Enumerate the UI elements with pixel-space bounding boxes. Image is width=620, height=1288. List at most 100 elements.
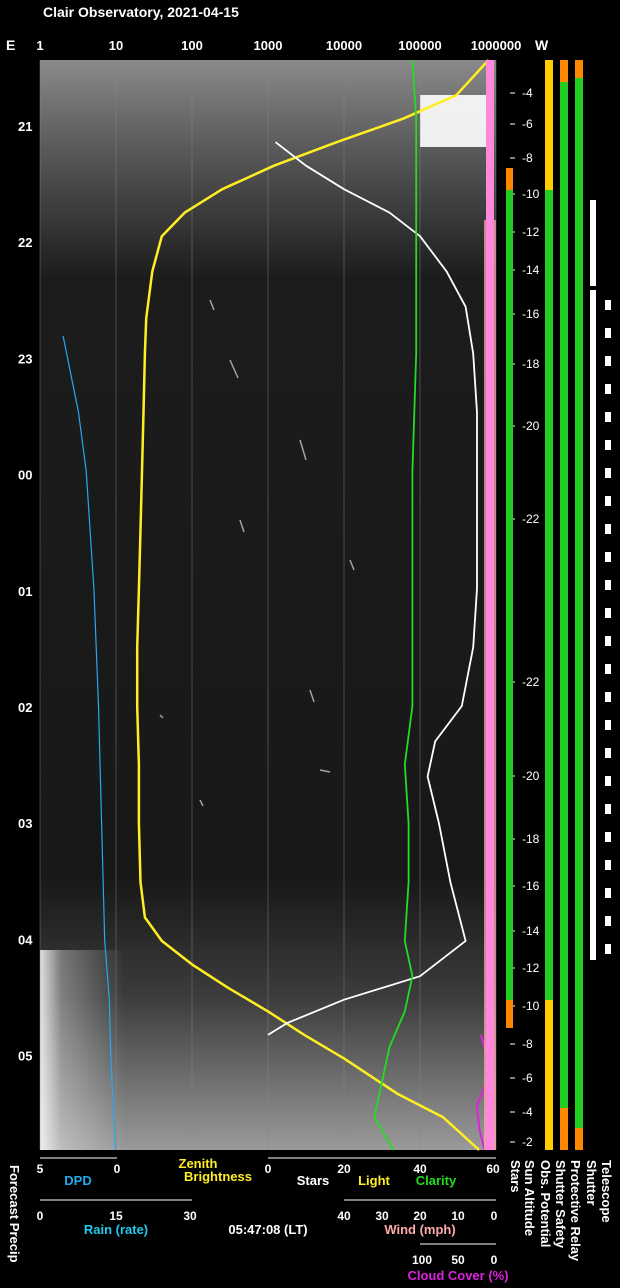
telescope-status-mark: [605, 664, 611, 674]
telescope-status-mark: [605, 916, 611, 926]
telescope-status-mark: [605, 552, 611, 562]
sky-streaks: [159, 299, 355, 807]
sun-tick-label: -8: [522, 1037, 533, 1051]
top-tick-label: 10000: [326, 38, 362, 53]
top-axis-west-label: W: [535, 37, 549, 53]
sun-tick-label: -18: [522, 832, 540, 846]
telescope-status-mark: [605, 804, 611, 814]
bottom-axis-row-3: 100 50 0 Cloud Cover (%): [407, 1243, 509, 1283]
telescope-status-mark: [605, 580, 611, 590]
sky-streak: [349, 559, 355, 571]
sun-tick-label: -12: [522, 225, 540, 239]
telescope-status-mark: [605, 412, 611, 422]
rain-tick-30: 30: [183, 1209, 197, 1223]
stars-status-bar: [506, 168, 513, 1028]
time-label: 05:47:08 (LT): [228, 1222, 307, 1237]
cloud-tick-0: 0: [491, 1253, 498, 1267]
sun-tick-label: -16: [522, 879, 540, 893]
telescope-status-mark: [605, 524, 611, 534]
wind-tick-40: 40: [337, 1209, 351, 1223]
telescope-status-mark: [605, 860, 611, 870]
hour-tick-label: 03: [18, 816, 32, 831]
main-tick-0: 0: [265, 1162, 272, 1176]
protective-relay-segment: [575, 1128, 583, 1150]
sky-image-panel: [40, 60, 496, 1150]
clarity-line: [373, 59, 418, 1151]
obs-potential-segment: [545, 1000, 553, 1150]
telescope-status-mark: [605, 468, 611, 478]
telescope-status-mark: [605, 692, 611, 702]
main-tick-40: 40: [413, 1162, 427, 1176]
hour-tick-label: 00: [18, 468, 32, 483]
main-tick-60: 60: [486, 1162, 500, 1176]
shutter-safety-label: Shutter Safety: [553, 1160, 568, 1249]
sun-tick-label: -8: [522, 151, 533, 165]
wind-tick-30: 30: [375, 1209, 389, 1223]
bottom-axis-row-2: 0 15 30 Rain (rate) 05:47:08 (LT) 40 30 …: [37, 1199, 498, 1237]
stars-axis-label: Stars: [297, 1173, 330, 1188]
forecast-precip-label: Forecast Precip: [7, 1165, 22, 1263]
sun-tick-label: -4: [522, 86, 533, 100]
telescope-status-mark: [605, 636, 611, 646]
top-tick-label: 1000: [254, 38, 283, 53]
telescope-status-mark: [605, 944, 611, 954]
obs-potential-label: Obs. Potential: [538, 1160, 553, 1247]
sun-tick-label: -10: [522, 999, 540, 1013]
bright-sky-patch: [420, 95, 486, 147]
sky-streak: [239, 519, 245, 533]
telescope-status-mark: [605, 440, 611, 450]
protective-relay-segment: [575, 60, 583, 78]
protective-relay-bar: [575, 60, 583, 1150]
hour-tick-label: 04: [18, 932, 33, 947]
rain-tick-0: 0: [37, 1209, 44, 1223]
telescope-status-mark: [605, 300, 611, 310]
shutter-safety-bar: [560, 60, 568, 1150]
forecast-tick-5: 5: [37, 1162, 44, 1176]
telescope-status-mark: [605, 720, 611, 730]
sun-tick-label: -12: [522, 961, 540, 975]
wind-tick-0: 0: [491, 1209, 498, 1223]
rain-label: Rain (rate): [84, 1222, 148, 1237]
hour-axis: 21 22 23 00 01 02 03 04 05: [18, 119, 33, 1064]
cloud-band: [486, 60, 494, 1150]
hour-tick-label: 22: [18, 235, 32, 250]
shutter-safety-segment: [560, 60, 568, 82]
hour-tick-label: 02: [18, 700, 32, 715]
obs-potential-bar: [545, 60, 553, 1150]
top-axis: E W 1 10 100 1000 10000 100000 1000000: [6, 37, 549, 53]
sky-streak: [209, 299, 215, 311]
telescope-status-mark: [605, 356, 611, 366]
telescope-status-mark: [605, 888, 611, 898]
stars-side-label: Stars: [508, 1160, 523, 1193]
shutter-safety-segment: [560, 1108, 568, 1150]
obs-potential-segment: [545, 60, 553, 190]
top-tick-label: 100: [181, 38, 203, 53]
sun-tick-label: -2: [522, 1135, 533, 1149]
twilight-fog-left: [40, 950, 125, 1150]
sun-altitude-label: Sun Altitude: [522, 1160, 537, 1236]
top-tick-label: 1: [36, 38, 43, 53]
side-labels: Forecast Precip Stars Sun Altitude Obs. …: [7, 1160, 614, 1263]
telescope-status-mark: [605, 496, 611, 506]
clarity-axis-label: Clarity: [416, 1173, 457, 1188]
shutter-label: Shutter: [584, 1160, 599, 1206]
sun-tick-label: -14: [522, 263, 540, 277]
sky-streak: [319, 769, 331, 773]
sun-tick-label: -18: [522, 357, 540, 371]
zenith-brightness-line: [135, 59, 490, 1151]
wind-tick-10: 10: [451, 1209, 465, 1223]
sun-tick-label: -6: [522, 117, 533, 131]
sky-streak: [159, 714, 164, 719]
data-series: [62, 59, 496, 1151]
sky-streak: [199, 799, 204, 807]
dpd-line: [62, 335, 117, 1151]
cloud-label: Cloud Cover (%): [407, 1268, 508, 1283]
sun-tick-label: -20: [522, 769, 540, 783]
telescope-status-mark: [605, 328, 611, 338]
sun-tick-label: -20: [522, 419, 540, 433]
sun-tick-label: -10: [522, 187, 540, 201]
protective-relay-label: Protective Relay: [568, 1160, 583, 1262]
top-axis-east-label: E: [6, 37, 15, 53]
cloud-tick-50: 50: [451, 1253, 465, 1267]
